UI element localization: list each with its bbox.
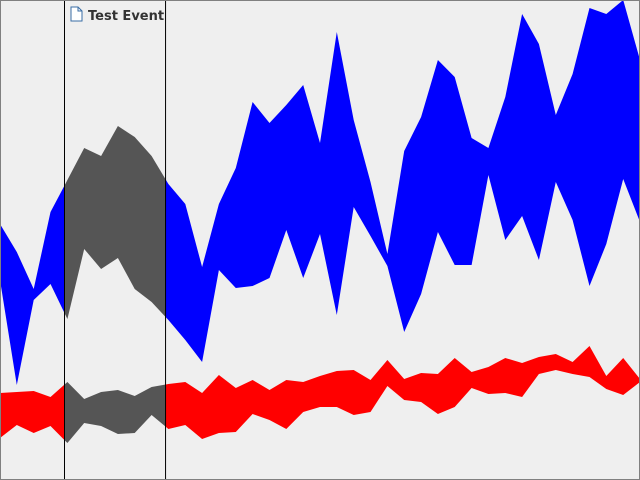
document-icon — [70, 6, 83, 22]
series-1-band-right — [165, 346, 640, 439]
series-0-band-left — [0, 186, 64, 385]
event-label: Test Event — [88, 9, 164, 24]
series-1-band-left — [0, 385, 64, 440]
series-0-band-event — [64, 126, 166, 319]
series-0-band-right — [165, 0, 640, 362]
chart-bands — [0, 0, 640, 443]
event-window[interactable]: Test Event — [64, 0, 167, 480]
series-1-band-event — [64, 382, 166, 443]
